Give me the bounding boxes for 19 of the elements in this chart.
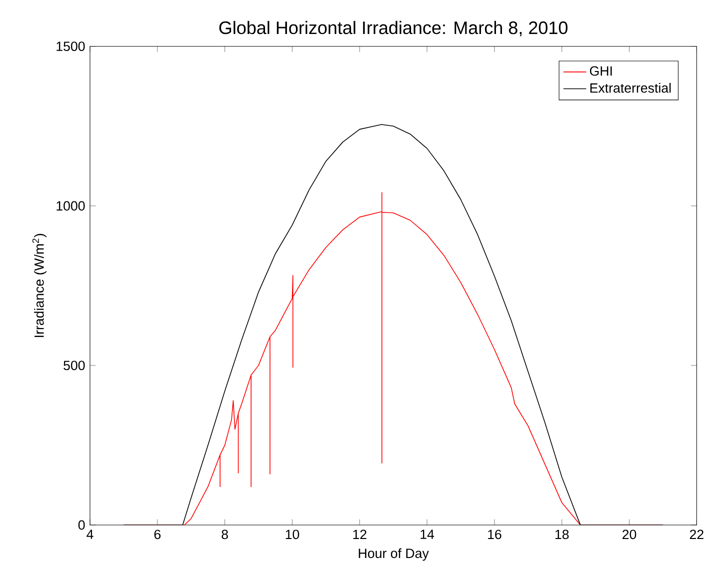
x-tick-label: 6	[154, 530, 161, 540]
y-tick-label: 0	[78, 520, 85, 530]
x-tick-label: 4	[86, 530, 94, 539]
y-tick-label: 1000	[56, 201, 85, 211]
y-axis-title: Irradiance (W/m$^{2}$)	[32, 234, 46, 337]
x-tick-label: 10	[286, 530, 300, 540]
x-tick-label: 18	[555, 530, 569, 540]
y-tick-label: 500	[64, 360, 85, 370]
x-tick-label: 16	[488, 530, 502, 540]
x-tick-label: 20	[622, 530, 636, 540]
x-tick-label: 8	[222, 530, 228, 540]
x-axis-title: Hour of Day	[358, 548, 429, 561]
y-tick-label: 1500	[56, 42, 85, 52]
chart-title: Global Horizontal Irradiance: March 8, 2010	[219, 20, 568, 36]
x-tick-label: 14	[420, 530, 434, 539]
legend-label: Extraterrestial	[590, 82, 671, 93]
x-tick-label: 12	[353, 530, 366, 540]
x-tick-label: 22	[690, 530, 704, 540]
legend-label: GHI	[590, 66, 612, 76]
